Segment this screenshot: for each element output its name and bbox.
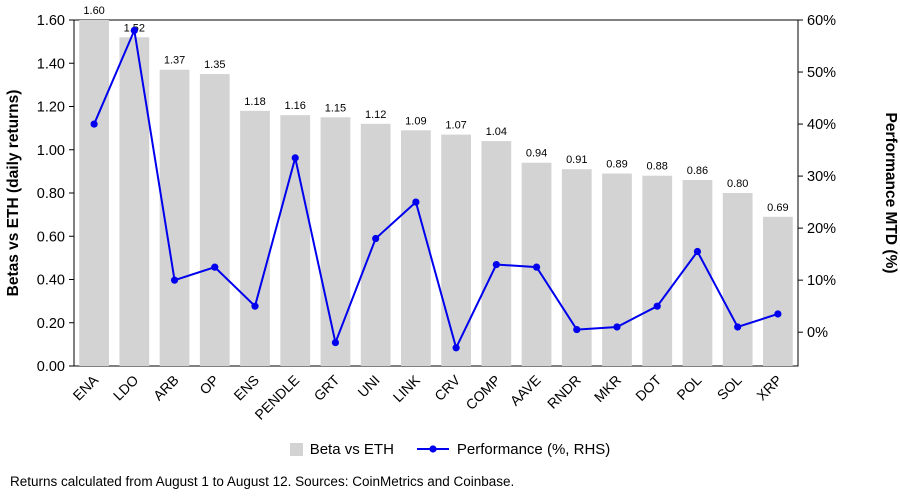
bar-COMP: [481, 141, 512, 366]
bar-CRV: [441, 134, 471, 366]
category-label-LDO: LDO: [110, 372, 142, 404]
legend-label-performance: Performance (%, RHS): [456, 440, 611, 458]
right-tick-label: 40%: [807, 117, 836, 133]
line-marker-LDO: [130, 26, 138, 35]
category-label-RNDR: RNDR: [544, 372, 584, 412]
line-marker-DOT: [653, 302, 661, 310]
bar-UNI: [360, 123, 391, 366]
category-label-ENS: ENS: [230, 372, 262, 404]
bar-LINK: [401, 130, 431, 366]
bar-SOL: [722, 193, 753, 366]
left-tick-label: 1.20: [37, 100, 65, 116]
right-tick-label: 60%: [807, 13, 836, 29]
bar-value-label: 1.35: [204, 59, 225, 71]
bar-value-label: 0.91: [566, 154, 587, 166]
bar-ENS: [240, 110, 270, 366]
line-marker-POL: [693, 247, 702, 256]
bar-value-label: 0.86: [687, 165, 708, 177]
bar-value-label: 1.07: [445, 120, 466, 132]
legend-label-beta: Beta vs ETH: [309, 440, 394, 458]
chart-container: 1.60ENA1.52LDO1.37ARB1.35OP1.18ENS1.16PE…: [0, 5, 900, 489]
category-label-POL: POL: [673, 372, 704, 403]
bar-DOT: [642, 175, 673, 366]
line-marker-RNDR: [573, 325, 581, 334]
bar-swatch-icon: [289, 442, 303, 456]
right-tick-label: 30%: [807, 169, 836, 185]
right-tick-label: 0%: [807, 325, 828, 341]
category-label-COMP: COMP: [462, 372, 503, 413]
bar-value-label: 1.12: [365, 109, 386, 121]
line-marker-AAVE: [532, 263, 541, 271]
bar-value-label: 1.18: [244, 96, 265, 108]
bar-XRP: [763, 216, 793, 366]
line-marker-LINK: [412, 198, 420, 206]
left-tick-label: 1.60: [37, 13, 65, 29]
bar-OP: [199, 74, 230, 366]
bar-value-label: 1.60: [83, 5, 104, 17]
bar-ENA: [79, 20, 109, 366]
bar-value-label: 1.15: [325, 102, 346, 114]
bar-value-label: 0.94: [526, 148, 547, 160]
bar-value-label: 1.04: [486, 126, 507, 138]
line-marker-ENA: [90, 120, 98, 128]
bar-POL: [682, 180, 713, 366]
right-tick-label: 50%: [807, 65, 836, 81]
right-tick-label: 10%: [807, 273, 836, 289]
category-label-GRT: GRT: [311, 372, 343, 404]
category-label-PENDLE: PENDLE: [251, 372, 302, 423]
category-label-MKR: MKR: [591, 372, 624, 405]
category-label-XRP: XRP: [753, 372, 785, 404]
line-marker-XRP: [774, 310, 782, 318]
bar-RNDR: [561, 169, 592, 366]
plot-border: [73, 19, 799, 367]
bar-value-label: 0.88: [647, 161, 668, 173]
bar-value-label: 1.37: [164, 55, 185, 67]
legend-item-beta: Beta vs ETH: [289, 440, 394, 458]
chart-legend: Beta vs ETH Performance (%, RHS): [0, 434, 900, 464]
bar-value-label: 0.69: [767, 202, 788, 214]
bar-GRT: [320, 117, 351, 366]
left-tick-label: 0.20: [37, 316, 65, 332]
line-marker-CRV: [452, 344, 460, 352]
right-tick-label: 20%: [807, 221, 836, 237]
line-marker-GRT: [331, 338, 340, 347]
line-marker-ARB: [170, 276, 179, 284]
bar-MKR: [602, 173, 632, 366]
bar-value-label: 0.89: [606, 159, 627, 171]
left-axis-title: Betas vs ETH (daily returns): [5, 90, 22, 297]
left-tick-label: 1.00: [37, 143, 65, 159]
bar-LDO: [119, 37, 150, 367]
line-marker-PENDLE: [291, 154, 299, 162]
left-tick-label: 1.40: [37, 56, 65, 72]
line-marker-COMP: [492, 260, 500, 269]
category-label-ENA: ENA: [70, 371, 102, 403]
category-label-LINK: LINK: [390, 371, 424, 405]
left-tick-label: 0.80: [37, 186, 65, 202]
left-tick-label: 0.00: [37, 359, 65, 375]
left-tick-label: 0.60: [37, 229, 65, 245]
category-label-SOL: SOL: [714, 372, 745, 403]
bar-value-label: 0.80: [727, 178, 748, 190]
performance-line: [93, 26, 779, 351]
line-swatch-icon: [416, 443, 450, 455]
line-marker-SOL: [734, 323, 742, 331]
category-label-CRV: CRV: [431, 371, 464, 404]
line-marker-ENS: [251, 302, 259, 310]
bar-value-label: 1.16: [285, 100, 306, 112]
category-label-DOT: DOT: [632, 371, 665, 404]
line-marker-UNI: [372, 234, 380, 243]
category-label-ARB: ARB: [150, 372, 182, 404]
bar-value-label: 1.09: [405, 115, 426, 127]
left-tick-label: 0.40: [37, 273, 65, 289]
line-marker-MKR: [613, 323, 621, 331]
line-marker-OP: [211, 263, 219, 271]
category-label-UNI: UNI: [354, 372, 382, 400]
legend-item-performance: Performance (%, RHS): [416, 441, 610, 458]
beta-performance-chart: 1.60ENA1.52LDO1.37ARB1.35OP1.18ENS1.16PE…: [5, 5, 899, 423]
category-label-AAVE: AAVE: [507, 372, 544, 409]
category-label-OP: OP: [196, 372, 222, 398]
right-axis-title: Performance MTD (%): [882, 112, 899, 273]
chart-footnote: Returns calculated from August 1 to Augu…: [10, 474, 515, 489]
bar-PENDLE: [280, 115, 311, 367]
